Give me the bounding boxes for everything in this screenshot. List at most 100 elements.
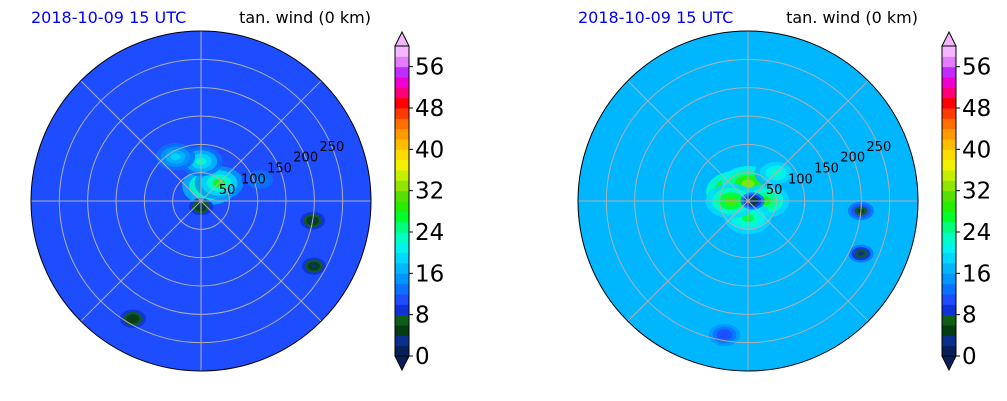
colorbar-bin [395, 201, 409, 212]
colorbar-bin [942, 66, 956, 78]
colorbar-bin [942, 139, 956, 150]
colorbar-bin [395, 118, 409, 130]
colorbar-bin [942, 304, 956, 316]
polar-outline-left [30, 30, 372, 372]
colorbar-ticks-left: 0 8 16 24 32 40 48 56 [409, 55, 444, 370]
colorbar-tick-label: 16 [415, 261, 444, 287]
colorbar-bin [942, 201, 956, 212]
colorbar-tick-label: 40 [415, 137, 444, 163]
panel-right: 2018-10-09 15 UTC tan. wind (0 km) 50 100… [577, 8, 991, 372]
angular-grid-line [80, 80, 322, 322]
colorbar-frame [941, 45, 957, 357]
colorbar-bin [395, 325, 409, 336]
colorbar-bin [942, 46, 956, 57]
colorbar-bin [942, 221, 956, 233]
colorbar-bin [942, 294, 956, 305]
colorbar-bins-right [941, 30, 957, 372]
radial-tick-label: 250 [319, 140, 344, 155]
colorbar-bin [942, 283, 956, 295]
colorbar-bin [942, 170, 956, 181]
colorbar-bin [942, 232, 956, 243]
polar-grid-right [578, 31, 918, 371]
colorbar-bin [395, 77, 409, 88]
colorbar-extend-max [941, 30, 957, 47]
colorbar-bin [942, 159, 956, 171]
colorbar-bin [395, 273, 409, 285]
colorbar-bin [942, 242, 956, 254]
colorbar-bin [395, 46, 409, 57]
colorbar-bin [395, 335, 409, 347]
colorbar-bin [942, 118, 956, 130]
colorbar-bin [395, 252, 409, 264]
colorbar-tick-label: 8 [962, 303, 977, 329]
polar-plot-left [31, 31, 371, 371]
colorbar-tick-label: 0 [962, 344, 977, 370]
colorbar-bin [942, 149, 956, 161]
colorbar-tick-label: 48 [415, 96, 444, 122]
colorbar-bin [395, 139, 409, 150]
radial-tick-label: 100 [788, 172, 813, 187]
colorbar-bin [395, 263, 409, 274]
colorbar-bin [395, 170, 409, 181]
colorbar-tick-label: 32 [415, 179, 444, 205]
colorbar-bin [395, 242, 409, 254]
radial-tick-label: 100 [241, 172, 266, 187]
colorbar-bin [395, 190, 409, 202]
colorbar-tick-label: 16 [962, 261, 991, 287]
colorbar-tick-label: 40 [962, 137, 991, 163]
polar-grid-left [31, 31, 371, 371]
colorbar-bin [395, 345, 409, 357]
colorbar-bin [395, 304, 409, 316]
colorbar-bin [942, 190, 956, 202]
colorbar-tick-label: 0 [415, 344, 430, 370]
colorbar-bin [395, 108, 409, 119]
colorbar-bins-left [394, 30, 410, 372]
field-feature [155, 143, 196, 171]
colorbar-bin [942, 345, 956, 357]
panel-left-time-title: 2018-10-09 15 UTC [31, 8, 186, 27]
radial-tick-label: 150 [267, 161, 292, 176]
colorbar-bin [395, 180, 409, 192]
panel-left: 2018-10-09 15 UTC tan. wind (0 km) 50 100… [30, 8, 444, 372]
panel-right-variable-title: tan. wind (0 km) [786, 8, 918, 27]
colorbar-bin [395, 211, 409, 223]
colorbar-tick-label: 24 [415, 220, 444, 246]
colorbar-tick-label: 56 [962, 55, 991, 81]
colorbar-bin [395, 97, 409, 109]
colorbar-bin [942, 314, 956, 326]
colorbar-ticks-right: 0 8 16 24 32 40 48 56 [956, 55, 991, 370]
panel-right-time-title: 2018-10-09 15 UTC [578, 8, 733, 27]
polar-plot-right [578, 31, 918, 371]
field-feature [708, 323, 741, 347]
colorbar-bin [942, 211, 956, 223]
colorbar-bin [942, 87, 956, 99]
colorbar-bin [395, 56, 409, 68]
colorbar-extend-max [394, 30, 410, 47]
colorbar-bin [942, 77, 956, 88]
colorbar-tick-label: 24 [962, 220, 991, 246]
field-feature [301, 257, 326, 275]
colorbar-bin [942, 263, 956, 274]
colorbar-bin [942, 180, 956, 192]
colorbar-bin [942, 252, 956, 264]
panel-left-variable-title: tan. wind (0 km) [239, 8, 371, 27]
colorbar-bin [395, 221, 409, 233]
colorbar-bin [942, 325, 956, 336]
colorbar-left: 0 8 16 24 32 40 48 56 [394, 30, 444, 372]
radial-tick-label: 50 [219, 183, 236, 198]
radial-tick-label: 250 [866, 140, 891, 155]
colorbar-bin [395, 294, 409, 305]
polar-outline-right [577, 30, 919, 372]
colorbar-extend-min [394, 355, 410, 372]
field-feature [848, 244, 874, 263]
colorbar-bin [942, 128, 956, 140]
colorbar-bin [942, 97, 956, 109]
radial-tick-label: 150 [814, 161, 839, 176]
colorbar-tick-label: 8 [415, 303, 430, 329]
colorbar-bin [395, 66, 409, 78]
colorbar-bin [942, 108, 956, 119]
colorbar-right: 0 8 16 24 32 40 48 56 [941, 30, 991, 372]
